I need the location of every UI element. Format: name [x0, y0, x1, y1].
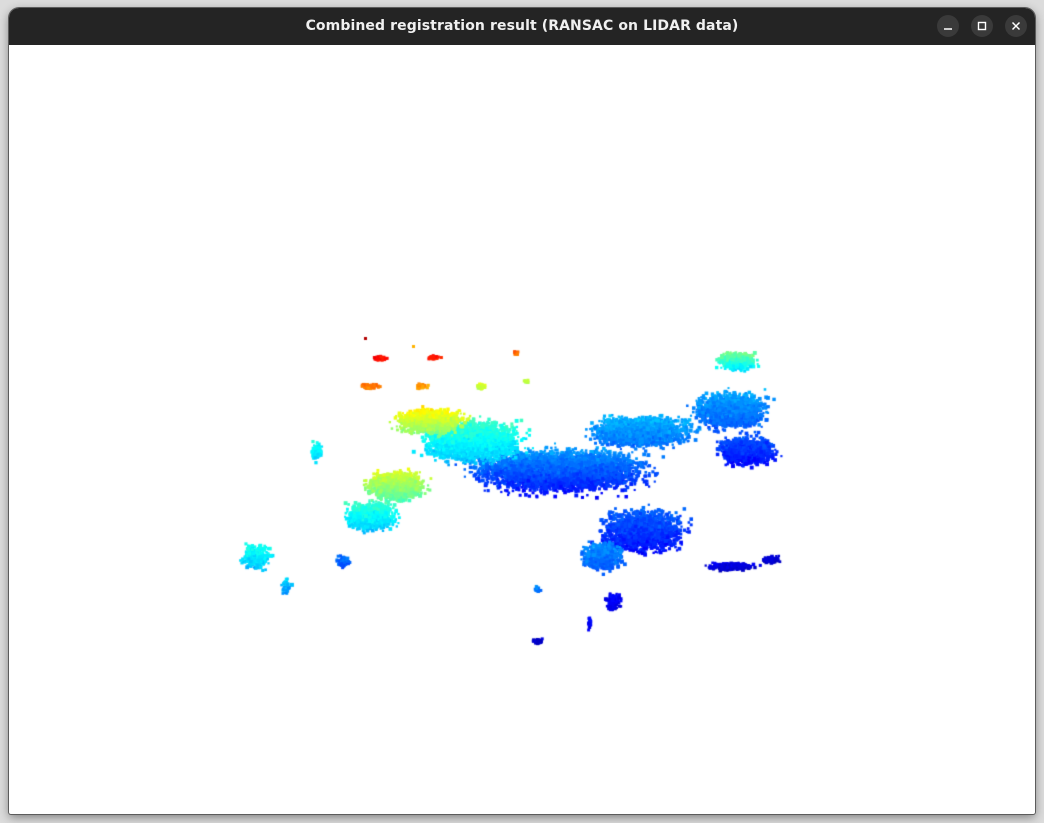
close-icon — [1011, 21, 1021, 31]
minimize-icon — [944, 28, 952, 30]
window-title: Combined registration result (RANSAC on … — [305, 18, 739, 34]
close-button[interactable] — [1005, 15, 1027, 37]
app-window: Combined registration result (RANSAC on … — [9, 8, 1035, 814]
minimize-button[interactable] — [937, 15, 959, 37]
maximize-button[interactable] — [971, 15, 993, 37]
point-cloud-canvas[interactable] — [10, 45, 1034, 813]
maximize-icon — [977, 21, 987, 31]
point-cloud-viewport[interactable] — [10, 45, 1034, 813]
title-bar[interactable]: Combined registration result (RANSAC on … — [9, 8, 1035, 45]
